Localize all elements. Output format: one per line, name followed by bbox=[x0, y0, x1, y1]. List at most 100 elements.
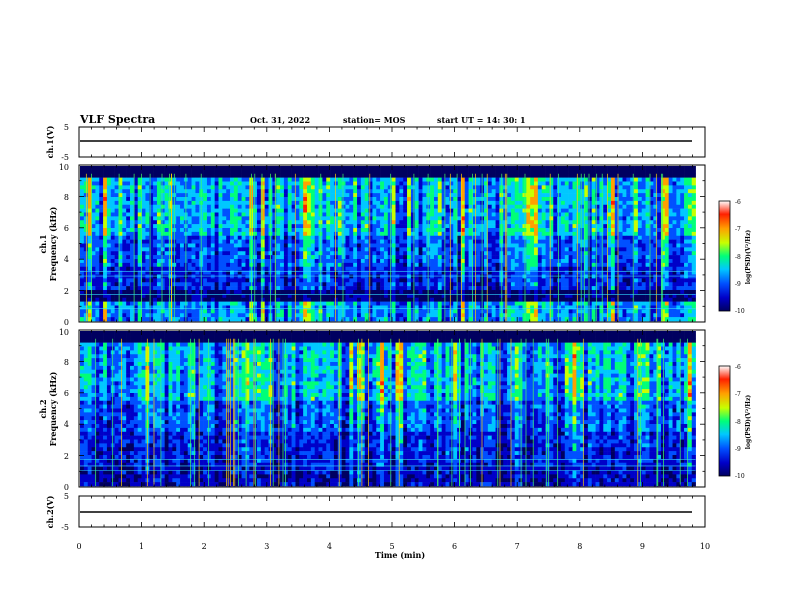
spectrogram-cell bbox=[584, 274, 589, 279]
spectrogram-cell bbox=[603, 243, 608, 248]
spectrogram-cell bbox=[557, 197, 562, 202]
spectrogram-cell bbox=[637, 247, 643, 252]
spectrogram-cell bbox=[168, 185, 173, 190]
spectrogram-cell bbox=[680, 262, 685, 268]
spectrogram-cell bbox=[510, 181, 516, 186]
spectrogram-cell bbox=[537, 197, 543, 202]
spectrogram-cell bbox=[680, 173, 685, 178]
spectrogram-cell bbox=[218, 255, 223, 260]
spectrogram-cell bbox=[407, 197, 412, 202]
spectrogram-cell bbox=[637, 177, 643, 182]
spectrogram-cell bbox=[83, 208, 88, 213]
spectrogram-cell bbox=[326, 243, 331, 248]
spectrogram-cell bbox=[191, 255, 196, 260]
spectrogram-cell bbox=[222, 278, 227, 283]
spectrogram-cell bbox=[684, 278, 689, 283]
spectrogram-cell bbox=[141, 200, 146, 206]
spectrogram-cell bbox=[114, 212, 119, 217]
spectrogram-cell bbox=[156, 255, 162, 260]
spectrogram-cell bbox=[222, 255, 227, 260]
spectrogram-cell bbox=[110, 189, 115, 194]
spectrogram-cell bbox=[349, 216, 354, 221]
spectrogram-cell bbox=[483, 181, 489, 186]
figure-title: VLF Spectra bbox=[79, 113, 155, 126]
spectrogram-cell bbox=[264, 216, 269, 221]
spectrogram-cell bbox=[514, 251, 519, 256]
spectrogram-cell bbox=[87, 266, 92, 271]
spectrogram-cell bbox=[430, 177, 435, 182]
spectrogram-cell bbox=[295, 208, 300, 213]
spectrogram-cell bbox=[449, 270, 454, 275]
spectrogram-cell bbox=[83, 259, 88, 264]
spectrogram-cell bbox=[603, 259, 608, 264]
spectrogram-cell bbox=[576, 239, 581, 244]
spectrogram-cell bbox=[133, 278, 139, 283]
spectrogram-cell bbox=[641, 216, 646, 221]
spectrogram-cell bbox=[187, 208, 192, 213]
spectrogram-cell bbox=[118, 177, 123, 182]
spectrogram-cell bbox=[291, 197, 296, 202]
spectrogram-cell bbox=[141, 173, 146, 178]
spectrogram-cell bbox=[360, 224, 366, 229]
spectrogram-cell bbox=[645, 255, 650, 260]
spectrogram-cell bbox=[599, 270, 604, 275]
spectrogram-cell bbox=[433, 173, 439, 178]
spectrogram-cell bbox=[103, 189, 108, 194]
spectrogram-cell bbox=[657, 166, 662, 171]
spectrogram-cell bbox=[203, 282, 208, 287]
spectrogram-cell bbox=[684, 169, 689, 175]
spectrogram-cell bbox=[349, 251, 354, 256]
spectrogram-cell bbox=[684, 235, 689, 240]
spectrogram-cell bbox=[560, 243, 566, 248]
spectrogram-cell bbox=[314, 212, 319, 217]
spectrogram-cell bbox=[295, 282, 300, 287]
spectrogram-cell bbox=[568, 193, 573, 198]
spectrogram-cell bbox=[122, 220, 127, 225]
spectrogram-cell bbox=[414, 255, 419, 260]
spectrogram-cell bbox=[226, 251, 231, 256]
spectrogram-cell bbox=[437, 181, 442, 186]
spectrogram-cell bbox=[156, 166, 162, 171]
spectrogram-cell bbox=[391, 262, 396, 268]
spectrogram-cell bbox=[437, 166, 442, 171]
spectrogram-cell bbox=[418, 266, 423, 271]
spectrogram-cell bbox=[137, 193, 142, 198]
spectrogram-cell bbox=[333, 239, 339, 244]
spectrogram-cell bbox=[549, 228, 554, 233]
spectrogram-cell bbox=[568, 173, 573, 178]
spectrogram-cell bbox=[649, 270, 654, 275]
spectrogram-cell bbox=[553, 220, 558, 225]
spectrogram-cell bbox=[203, 208, 208, 213]
spectrogram-cell bbox=[645, 259, 650, 264]
spectrogram-cell bbox=[595, 266, 600, 271]
spectrogram-cell bbox=[587, 231, 593, 237]
spectrogram-cell bbox=[330, 235, 335, 240]
spectrogram-cell bbox=[276, 216, 281, 221]
spectrogram-cell bbox=[587, 185, 593, 190]
spectrogram-cell bbox=[230, 208, 235, 213]
spectrogram-cell bbox=[276, 185, 281, 190]
spectrogram-cell bbox=[653, 270, 658, 275]
spectrogram-cell bbox=[549, 239, 554, 244]
spectrogram-cell bbox=[357, 220, 362, 225]
spectrogram-cell bbox=[534, 224, 539, 229]
spectrogram-cell bbox=[364, 177, 369, 182]
spectrogram-cell bbox=[645, 216, 650, 221]
spectrogram-cell bbox=[399, 169, 404, 175]
spectrogram-cell bbox=[291, 270, 296, 275]
spectrogram-cell bbox=[664, 255, 669, 260]
spectrogram-cell bbox=[372, 197, 377, 202]
spectrogram-cell bbox=[103, 208, 108, 213]
spectrogram-cell bbox=[649, 169, 654, 175]
spectrogram-cell bbox=[595, 247, 600, 252]
spectrogram-cell bbox=[426, 169, 431, 175]
spectrogram-cell bbox=[664, 181, 669, 186]
spectrogram-cell bbox=[468, 251, 473, 256]
spectrogram-cell bbox=[483, 274, 489, 279]
spectrogram-cell bbox=[168, 169, 173, 175]
spectrogram-cell bbox=[218, 169, 223, 175]
spectrogram-cell bbox=[634, 208, 639, 213]
spectrogram-cell bbox=[141, 239, 146, 244]
spectrogram-cell bbox=[260, 173, 265, 178]
spectrogram-cell bbox=[403, 169, 408, 175]
